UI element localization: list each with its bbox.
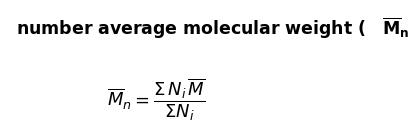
Text: $\overline{M}_n=\dfrac{\Sigma\, N_i\, \overline{M}}{\Sigma N_i}$: $\overline{M}_n=\dfrac{\Sigma\, N_i\, \o… [106, 77, 204, 123]
Text: $\bf{number\ average\ molecular\ weight\ (\ \ \ \overline{M}_n\ )}$: $\bf{number\ average\ molecular\ weight\… [16, 16, 409, 41]
